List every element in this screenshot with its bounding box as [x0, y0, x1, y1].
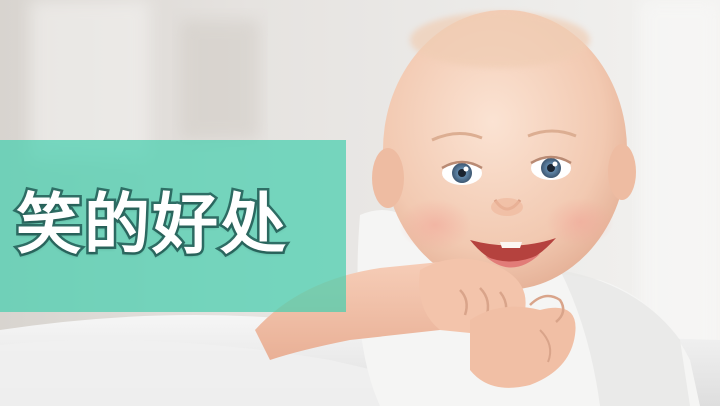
title-banner [0, 140, 346, 312]
banner-title: 笑的好处 [14, 184, 289, 266]
